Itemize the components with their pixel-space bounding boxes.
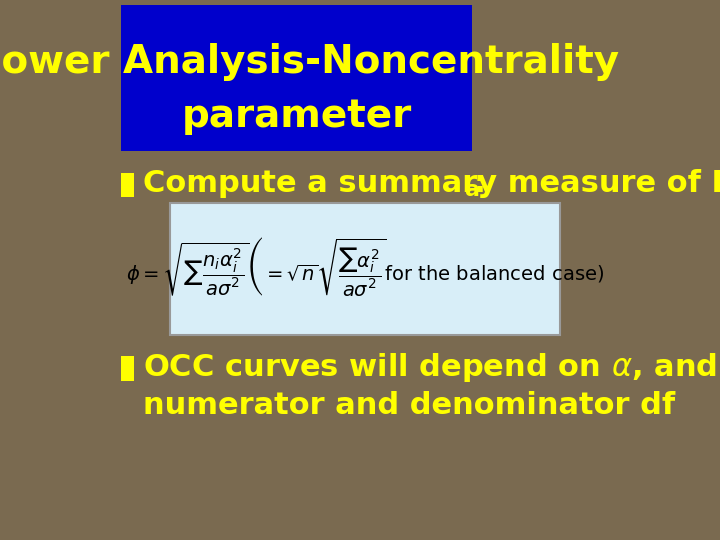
Text: numerator and denominator df: numerator and denominator df [143,390,675,420]
Text: Power Analysis-Noncentrality: Power Analysis-Noncentrality [0,43,619,81]
Text: a: a [465,180,480,200]
FancyBboxPatch shape [121,5,472,151]
Text: OCC curves will depend on $\alpha$, and the: OCC curves will depend on $\alpha$, and … [143,350,720,384]
FancyBboxPatch shape [121,173,135,197]
Text: :: : [473,169,485,198]
Text: Compute a summary measure of H: Compute a summary measure of H [143,169,720,198]
FancyBboxPatch shape [121,356,135,381]
Text: parameter: parameter [181,97,412,135]
Text: $\phi = \sqrt{\sum \dfrac{n_i \alpha_i^2}{a\sigma^2}}$$\left( = \sqrt{n} \sqrt{\: $\phi = \sqrt{\sum \dfrac{n_i \alpha_i^2… [126,235,604,299]
FancyBboxPatch shape [170,202,560,335]
